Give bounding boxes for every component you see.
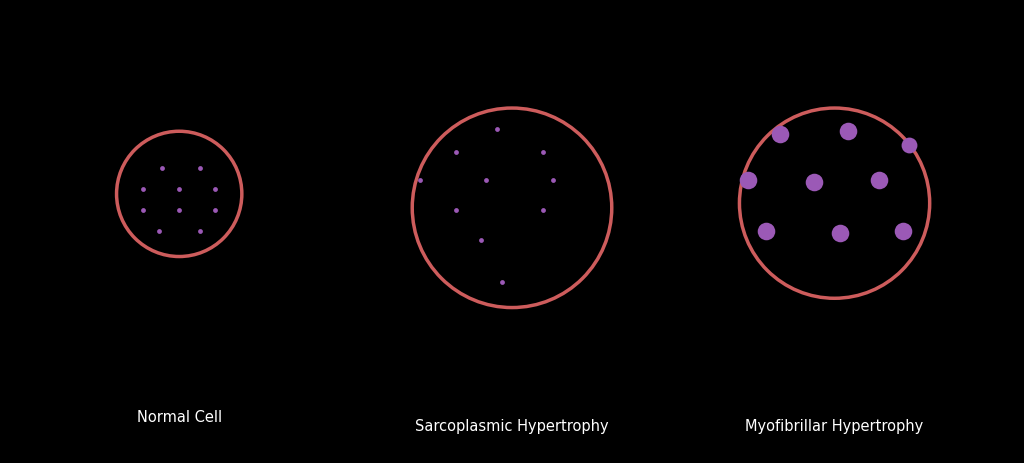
- Point: [545, 177, 561, 184]
- Point: [412, 177, 428, 184]
- Ellipse shape: [739, 109, 930, 299]
- Point: [135, 207, 152, 214]
- Point: [191, 228, 208, 235]
- Point: [840, 128, 856, 136]
- Ellipse shape: [117, 132, 242, 257]
- Point: [488, 126, 505, 133]
- Text: Myofibrillar Hypertrophy: Myofibrillar Hypertrophy: [745, 419, 924, 433]
- Point: [806, 179, 822, 187]
- Point: [151, 228, 167, 235]
- Point: [154, 165, 170, 173]
- Point: [831, 230, 848, 238]
- Point: [870, 177, 887, 184]
- Text: Sarcoplasmic Hypertrophy: Sarcoplasmic Hypertrophy: [415, 419, 609, 433]
- Point: [473, 237, 489, 244]
- Point: [447, 149, 464, 156]
- Point: [171, 186, 187, 194]
- Point: [901, 142, 918, 150]
- Point: [535, 207, 551, 214]
- Point: [191, 165, 208, 173]
- Ellipse shape: [413, 109, 611, 308]
- Point: [758, 228, 774, 235]
- Point: [207, 186, 223, 194]
- Point: [772, 131, 788, 138]
- Point: [478, 177, 495, 184]
- Point: [207, 207, 223, 214]
- Point: [171, 207, 187, 214]
- Point: [535, 149, 551, 156]
- Point: [135, 186, 152, 194]
- Point: [739, 177, 756, 184]
- Point: [447, 207, 464, 214]
- Text: Normal Cell: Normal Cell: [136, 409, 222, 424]
- Point: [895, 228, 911, 235]
- Point: [494, 279, 510, 286]
